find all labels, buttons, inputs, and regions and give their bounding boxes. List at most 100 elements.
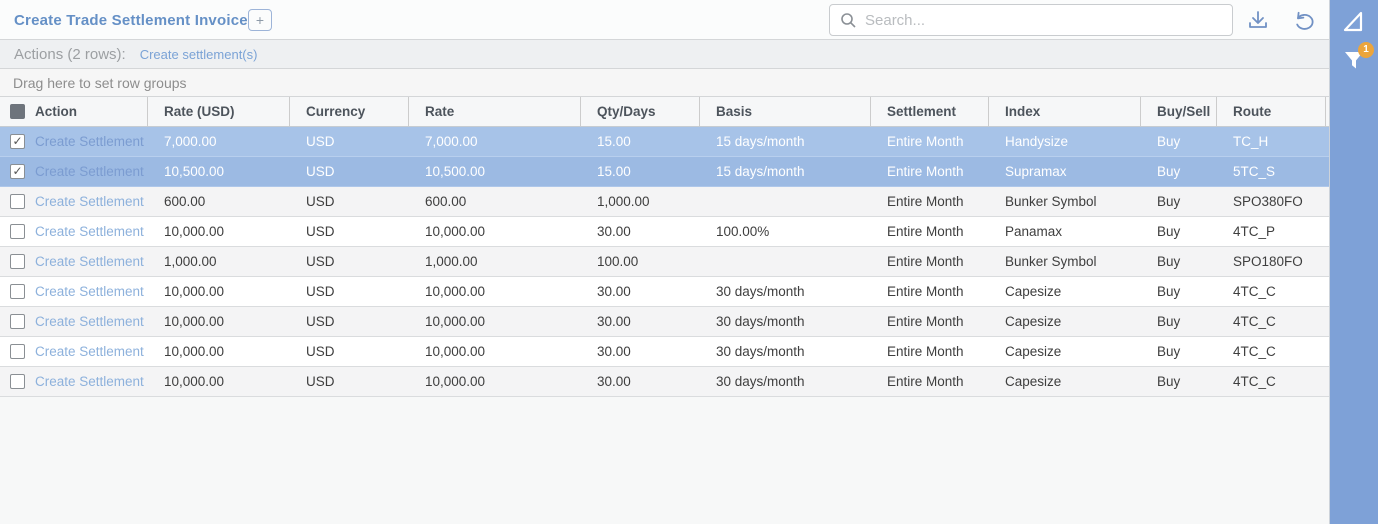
row-checkbox[interactable]: ✓ <box>10 164 25 179</box>
rate-usd-cell: 10,000.00 <box>164 284 225 299</box>
settlement-cell: Entire Month <box>887 194 964 209</box>
index-cell: Bunker Symbol <box>1005 194 1097 209</box>
settlement-cell: Entire Month <box>887 254 964 269</box>
rate-cell: 10,000.00 <box>425 224 486 239</box>
action-cell: Create Settlement <box>0 247 148 276</box>
create-settlements-link[interactable]: Create settlement(s) <box>139 46 258 62</box>
index-cell: Capesize <box>1005 284 1062 299</box>
basis-cell: 30 days/month <box>716 344 805 359</box>
index-cell: Capesize <box>1005 314 1062 329</box>
rate-usd-cell: 10,000.00 <box>164 344 225 359</box>
route-cell: TC_H <box>1233 134 1269 149</box>
column-header-action[interactable]: Action <box>0 97 148 126</box>
column-header-route[interactable]: Route <box>1217 97 1326 126</box>
row-checkbox[interactable] <box>10 314 25 329</box>
column-header-index[interactable]: Index <box>989 97 1141 126</box>
column-header-rate[interactable]: Rate <box>409 97 581 126</box>
action-cell: Create Settlement <box>0 367 148 396</box>
row-group-drop-zone[interactable]: Drag here to set row groups <box>0 69 1329 97</box>
currency-cell: USD <box>306 224 335 239</box>
table-row[interactable]: Create Settlement 10,000.00 USD 10,000.0… <box>0 217 1329 247</box>
column-header-rate-usd[interactable]: Rate (USD) <box>148 97 290 126</box>
create-settlement-link[interactable]: Create Settlement <box>35 284 144 299</box>
select-all-checkbox[interactable] <box>10 104 25 119</box>
column-header-qty-days[interactable]: Qty/Days <box>581 97 700 126</box>
settlement-cell: Entire Month <box>887 224 964 239</box>
set-square-icon[interactable] <box>1340 8 1368 36</box>
row-checkbox[interactable]: ✓ <box>10 134 25 149</box>
qty-days-cell: 30.00 <box>597 284 631 299</box>
column-header-buy-sell[interactable]: Buy/Sell <box>1141 97 1217 126</box>
qty-days-cell: 30.00 <box>597 224 631 239</box>
row-group-drop-label: Drag here to set row groups <box>13 74 187 91</box>
rate-cell: 7,000.00 <box>425 134 478 149</box>
basis-cell <box>700 247 871 276</box>
index-cell: Panamax <box>1005 224 1063 239</box>
row-checkbox[interactable] <box>10 194 25 209</box>
top-bar: Create Trade Settlement Invoices + <box>0 0 1329 40</box>
create-settlement-link[interactable]: Create Settlement <box>35 314 144 329</box>
qty-days-cell: 15.00 <box>597 134 631 149</box>
basis-cell: 30 days/month <box>716 374 805 389</box>
table-row[interactable]: Create Settlement 10,000.00 USD 10,000.0… <box>0 367 1329 397</box>
filter-count-badge[interactable]: 1 <box>1358 42 1374 58</box>
index-cell: Capesize <box>1005 374 1062 389</box>
column-header-currency[interactable]: Currency <box>290 97 409 126</box>
rate-cell: 10,000.00 <box>425 284 486 299</box>
settlement-cell: Entire Month <box>887 374 964 389</box>
buy-sell-cell: Buy <box>1157 284 1181 299</box>
main-panel: Create Trade Settlement Invoices + <box>0 0 1330 524</box>
action-cell: Create Settlement <box>0 187 148 216</box>
create-settlement-link[interactable]: Create Settlement <box>35 194 144 209</box>
table-row[interactable]: Create Settlement 10,000.00 USD 10,000.0… <box>0 337 1329 367</box>
currency-cell: USD <box>306 314 335 329</box>
buy-sell-cell: Buy <box>1157 194 1181 209</box>
index-cell: Bunker Symbol <box>1005 254 1097 269</box>
table-row[interactable]: Create Settlement 1,000.00 USD 1,000.00 … <box>0 247 1329 277</box>
column-header-settlement[interactable]: Settlement <box>871 97 989 126</box>
create-settlement-link[interactable]: Create Settlement <box>35 164 144 179</box>
row-checkbox[interactable] <box>10 224 25 239</box>
table-row[interactable]: ✓ Create Settlement 10,500.00 USD 10,500… <box>0 157 1329 187</box>
settlement-cell: Entire Month <box>887 134 964 149</box>
route-cell: 4TC_C <box>1233 344 1276 359</box>
table-row[interactable]: ✓ Create Settlement 7,000.00 USD 7,000.0… <box>0 127 1329 157</box>
qty-days-cell: 1,000.00 <box>597 194 650 209</box>
buy-sell-cell: Buy <box>1157 374 1181 389</box>
qty-days-cell: 30.00 <box>597 314 631 329</box>
currency-cell: USD <box>306 194 335 209</box>
add-tab-button[interactable]: + <box>248 9 272 31</box>
search-box <box>829 4 1233 36</box>
table-row[interactable]: Create Settlement 10,000.00 USD 10,000.0… <box>0 307 1329 337</box>
create-settlement-link[interactable]: Create Settlement <box>35 254 144 269</box>
column-header-basis[interactable]: Basis <box>700 97 871 126</box>
basis-cell: 30 days/month <box>716 284 805 299</box>
create-settlement-link[interactable]: Create Settlement <box>35 134 144 149</box>
download-icon[interactable] <box>1244 9 1272 33</box>
actions-label: Actions (2 rows): <box>14 45 126 63</box>
row-checkbox[interactable] <box>10 254 25 269</box>
action-cell: Create Settlement <box>0 217 148 246</box>
table-row[interactable]: Create Settlement 10,000.00 USD 10,000.0… <box>0 277 1329 307</box>
currency-cell: USD <box>306 134 335 149</box>
search-input[interactable] <box>865 11 1222 29</box>
buy-sell-cell: Buy <box>1157 134 1181 149</box>
table-row[interactable]: Create Settlement 600.00 USD 600.00 1,00… <box>0 187 1329 217</box>
rate-cell: 10,000.00 <box>425 374 486 389</box>
create-settlement-link[interactable]: Create Settlement <box>35 374 144 389</box>
settlement-cell: Entire Month <box>887 284 964 299</box>
action-cell: Create Settlement <box>0 307 148 336</box>
row-checkbox[interactable] <box>10 374 25 389</box>
filter-icon[interactable] <box>1340 46 1368 74</box>
rate-usd-cell: 10,000.00 <box>164 374 225 389</box>
row-checkbox[interactable] <box>10 284 25 299</box>
route-cell: 5TC_S <box>1233 164 1276 179</box>
create-settlement-link[interactable]: Create Settlement <box>35 344 144 359</box>
qty-days-cell: 100.00 <box>597 254 639 269</box>
create-settlement-link[interactable]: Create Settlement <box>35 224 144 239</box>
undo-icon[interactable] <box>1290 9 1318 33</box>
row-checkbox[interactable] <box>10 344 25 359</box>
route-cell: 4TC_P <box>1233 224 1276 239</box>
route-cell: SPO380FO <box>1233 194 1303 209</box>
